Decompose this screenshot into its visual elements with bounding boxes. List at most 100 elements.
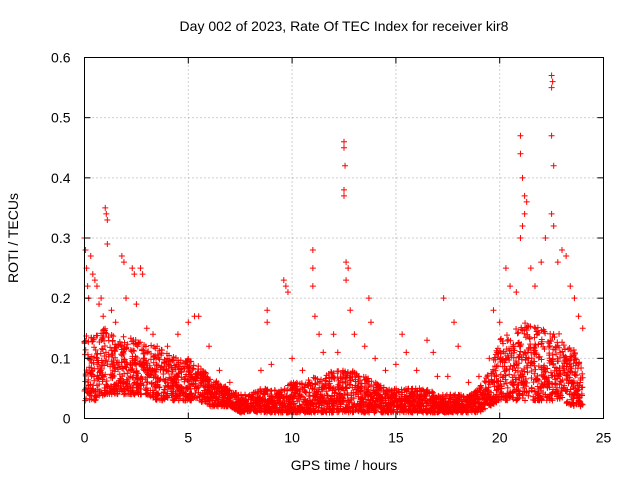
data-point — [560, 365, 567, 372]
data-point — [414, 409, 421, 416]
data-point — [151, 365, 158, 372]
data-point — [86, 364, 93, 371]
data-point — [534, 383, 541, 390]
data-point — [314, 396, 321, 403]
data-point — [94, 332, 101, 339]
data-point — [546, 340, 553, 347]
data-point — [518, 324, 525, 331]
data-point — [334, 368, 341, 375]
data-point — [514, 382, 521, 389]
data-point — [326, 380, 333, 387]
data-point — [519, 391, 526, 398]
data-point — [289, 394, 296, 401]
data-point — [168, 392, 175, 399]
data-point — [524, 369, 531, 376]
data-point — [311, 409, 318, 416]
data-point — [342, 162, 349, 169]
data-point — [528, 355, 535, 362]
x-tick-label: 0 — [81, 430, 89, 446]
data-point — [82, 397, 89, 404]
data-point — [190, 380, 197, 387]
data-point — [226, 379, 233, 386]
data-point — [477, 408, 484, 415]
data-point — [416, 399, 423, 406]
x-tick-label: 20 — [492, 430, 508, 446]
data-point — [150, 331, 157, 338]
data-point — [503, 380, 510, 387]
data-point — [107, 374, 114, 381]
data-point — [124, 383, 131, 390]
data-point — [521, 368, 528, 375]
data-point — [216, 367, 223, 374]
data-point — [491, 383, 498, 390]
data-point — [138, 363, 145, 370]
data-point — [540, 326, 547, 333]
data-point — [502, 367, 509, 374]
data-point — [444, 373, 451, 380]
data-point — [515, 329, 522, 336]
data-point — [558, 247, 565, 254]
data-point — [563, 253, 570, 260]
data-point — [99, 346, 106, 353]
data-point — [335, 386, 342, 393]
data-point — [559, 339, 566, 346]
data-point — [285, 406, 292, 413]
data-point — [531, 283, 538, 290]
data-point — [155, 362, 162, 369]
data-point — [491, 398, 498, 405]
data-point — [502, 265, 509, 272]
grid — [84, 57, 604, 419]
data-point — [315, 404, 322, 411]
data-point — [341, 186, 347, 193]
data-point — [492, 356, 499, 363]
data-point — [309, 247, 316, 254]
data-point — [481, 405, 488, 412]
data-point — [520, 373, 527, 380]
data-point — [434, 409, 441, 416]
data-point — [294, 380, 301, 387]
data-point — [347, 307, 354, 314]
data-point — [482, 385, 489, 392]
data-point — [513, 397, 520, 404]
data-point — [262, 397, 269, 404]
data-point — [120, 365, 127, 372]
data-point — [91, 397, 98, 404]
data-point — [323, 388, 330, 395]
data-point — [374, 387, 381, 394]
data-point — [120, 333, 127, 340]
data-point — [498, 390, 505, 397]
data-point — [103, 330, 110, 337]
data-point — [533, 351, 540, 358]
data-point — [507, 392, 514, 399]
data-point — [107, 388, 114, 395]
data-point — [575, 313, 582, 320]
data-point — [123, 359, 130, 366]
data-point — [522, 320, 529, 327]
data-point — [569, 379, 576, 386]
data-point — [518, 341, 525, 348]
data-point — [264, 307, 271, 314]
data-point — [514, 330, 521, 337]
data-point — [179, 360, 186, 367]
data-point — [95, 374, 102, 381]
data-point — [542, 368, 549, 375]
y-tick-label: 0.2 — [51, 290, 71, 306]
data-point — [557, 354, 564, 361]
data-point — [544, 365, 551, 372]
data-point — [324, 392, 331, 399]
data-point — [97, 350, 104, 357]
data-point — [409, 397, 416, 404]
data-point — [272, 387, 279, 394]
data-point — [218, 389, 225, 396]
data-point — [462, 398, 469, 405]
data-point — [358, 395, 365, 402]
data-point — [338, 375, 345, 382]
data-point — [343, 277, 350, 284]
data-point — [368, 393, 375, 400]
data-point — [197, 397, 204, 404]
data-point — [451, 392, 458, 399]
data-point — [179, 389, 186, 396]
data-points — [81, 72, 586, 416]
data-point — [97, 368, 104, 375]
data-point — [160, 366, 167, 373]
